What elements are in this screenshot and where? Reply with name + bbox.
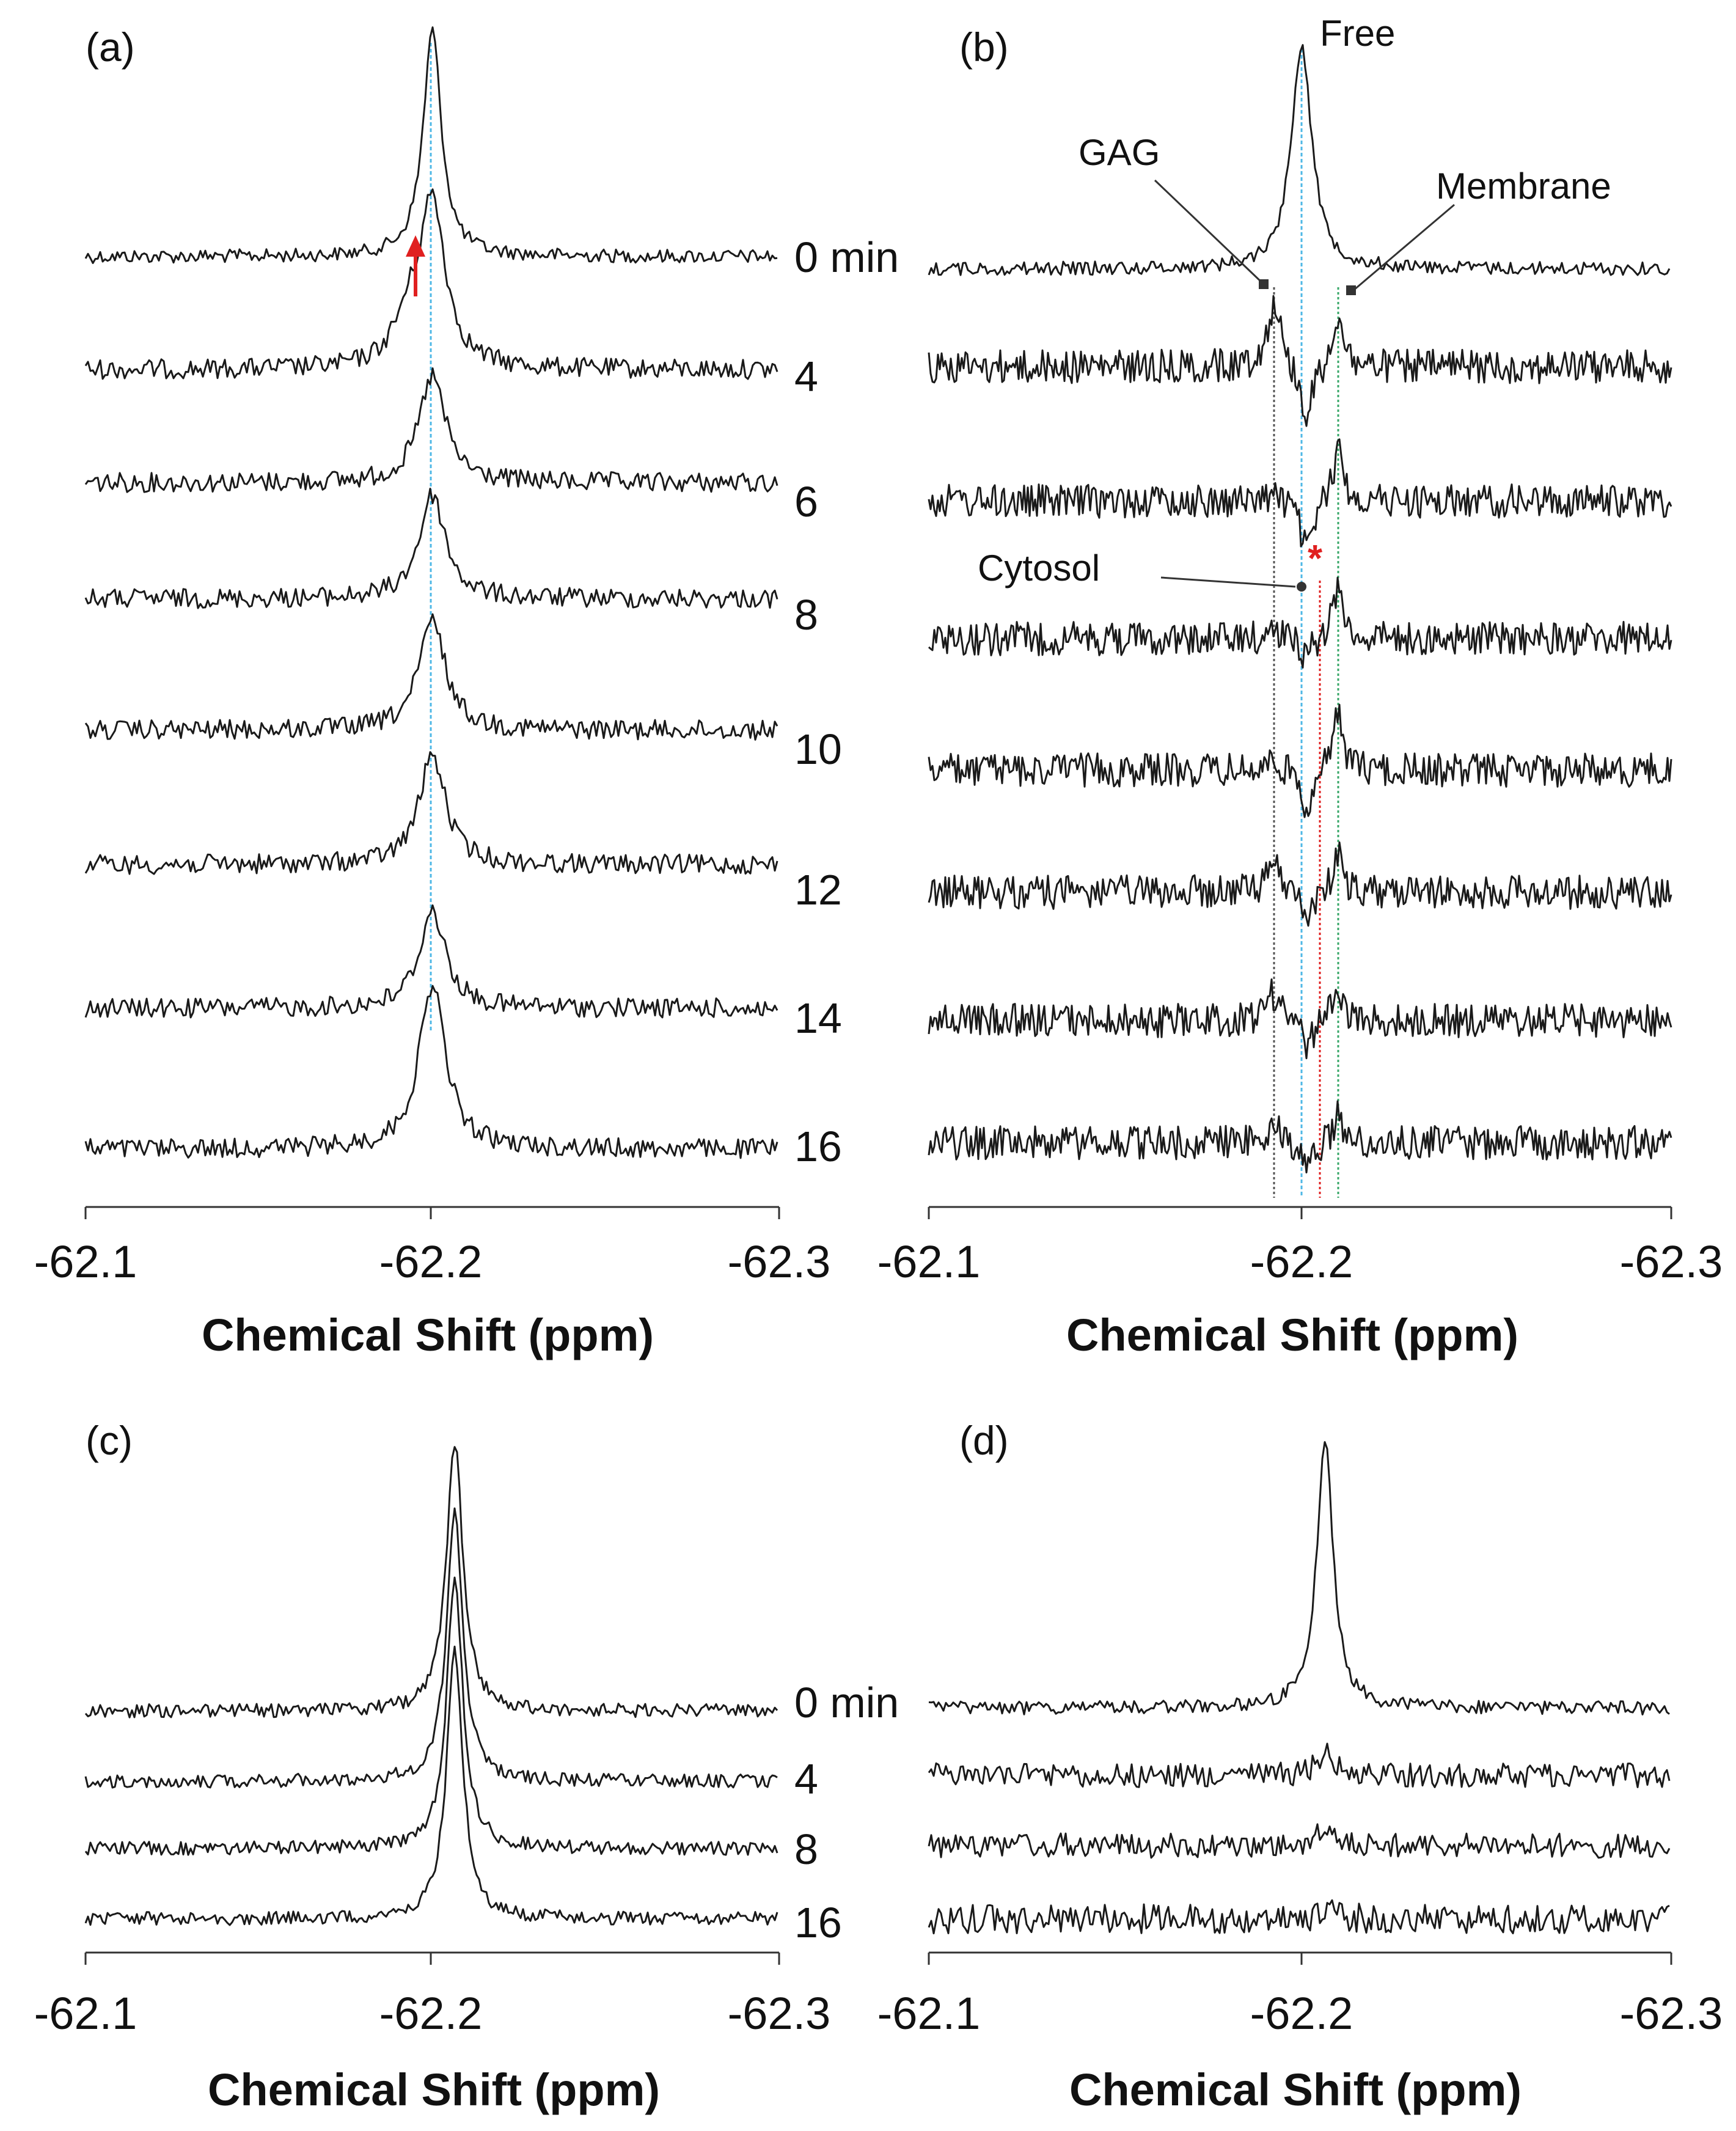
panel-b-free-label: Free [1320, 13, 1395, 54]
panel-d-traces [928, 1441, 1671, 1935]
panel-c-spectrum-trace [84, 1446, 778, 1718]
panel-a-time-label: 4 [794, 353, 818, 400]
panel-b-gag-pointer [1154, 179, 1265, 285]
panel-b-difference-trace [928, 841, 1672, 927]
panel-b-traces [928, 44, 1672, 1174]
panel-a-spectrum-trace [84, 188, 778, 380]
panel-a-spectrum-trace [84, 26, 778, 264]
panel-c-tick-label: -62.1 [34, 1988, 137, 2039]
panel-c-spectrum-trace [84, 1507, 778, 1789]
panel-a-time-label: 14 [794, 994, 842, 1042]
panel-a-spectrum-trace [84, 751, 778, 875]
panel-b-tick-label: -62.1 [877, 1236, 981, 1287]
panel-a-tick-label: -62.1 [34, 1236, 137, 1287]
panel-b-cytosol-pointer-end [1297, 582, 1306, 592]
panel-c-time-label: 8 [794, 1825, 818, 1873]
panel-a-time-label: 16 [794, 1123, 842, 1170]
panel-c-letter: (c) [86, 1418, 133, 1463]
panel-d-spectrum-trace [928, 1742, 1671, 1788]
panel-d: (d) -62.1 -62.2 -62.3 Chemical Shift (pp… [877, 1418, 1723, 2115]
panel-b-difference-trace [928, 576, 1672, 669]
panel-b-difference-trace [928, 1100, 1672, 1174]
panel-b-gag-pointer-end [1259, 279, 1269, 289]
panel-d-spectrum-trace [928, 1823, 1671, 1859]
panel-b-cytosol-pointer [1160, 576, 1296, 588]
panel-a-time-label: 6 [794, 478, 818, 526]
panel-b-gag-label: GAG [1079, 132, 1160, 173]
panel-b-letter: (b) [959, 24, 1009, 70]
panel-b-membrane-pointer-end [1346, 285, 1356, 295]
panel-c-x-axis: -62.1 -62.2 -62.3 Chemical Shift (ppm) [34, 1951, 831, 2115]
panel-c: (c) 0 min 4 8 16 -62.1 -62.2 -62.3 Chemi… [34, 1418, 899, 2115]
panel-c-traces [84, 1446, 778, 1926]
panel-d-letter: (d) [959, 1418, 1009, 1463]
panel-a-arrow-head [406, 235, 425, 257]
panel-c-time-label: 0 min [794, 1679, 899, 1726]
panel-b-tick-label: -62.3 [1620, 1236, 1723, 1287]
panel-a-time-label: 8 [794, 591, 818, 639]
panel-d-tick-label: -62.1 [877, 1988, 981, 2039]
panel-b-difference-trace [928, 438, 1672, 548]
panel-c-tick-label: -62.2 [379, 1988, 483, 2039]
panel-b-tick-label: -62.2 [1250, 1236, 1353, 1287]
panel-c-spectrum-trace [84, 1576, 778, 1856]
panel-d-tick-label: -62.3 [1620, 1988, 1723, 2039]
panel-a-spectrum-trace [84, 367, 778, 493]
panel-d-x-axis: -62.1 -62.2 -62.3 Chemical Shift (ppm) [877, 1951, 1723, 2115]
panel-c-spectrum-trace [84, 1645, 778, 1926]
panel-b-difference-trace [928, 703, 1672, 818]
panel-b-reference-trace [928, 44, 1671, 276]
panel-a-traces [84, 26, 778, 1159]
panel-b-cytosol-star: * [1308, 538, 1323, 580]
panel-d-tick-label: -62.2 [1250, 1988, 1353, 2039]
panel-a-time-label: 12 [794, 866, 842, 914]
panel-c-tick-label: -62.3 [728, 1988, 831, 2039]
panel-a-tick-label: -62.2 [379, 1236, 483, 1287]
panel-b-membrane-label: Membrane [1436, 166, 1611, 207]
panel-b-difference-trace [928, 295, 1672, 427]
panel-a: (a) 0 min 4 6 8 10 12 14 16 -62.1 -62.2 … [34, 24, 899, 1360]
panel-a-spectrum-trace [84, 904, 778, 1019]
panel-b-difference-trace [928, 978, 1672, 1060]
panel-c-time-label: 16 [794, 1899, 842, 1946]
panel-a-x-axis: -62.1 -62.2 -62.3 Chemical Shift (ppm) [34, 1206, 831, 1360]
panel-a-axis-title: Chemical Shift (ppm) [202, 1310, 654, 1360]
panel-a-spectrum-trace [84, 985, 778, 1159]
panel-a-spectrum-trace [84, 613, 778, 741]
panel-a-letter: (a) [86, 24, 135, 70]
panel-b-cytosol-label: Cytosol [978, 548, 1100, 589]
panel-d-axis-title: Chemical Shift (ppm) [1069, 2064, 1522, 2115]
panel-a-time-label: 10 [794, 725, 842, 773]
panel-c-time-label: 4 [794, 1755, 818, 1803]
panel-a-spectrum-trace [84, 488, 778, 609]
panel-a-time-label: 0 min [794, 233, 899, 281]
panel-b-membrane-pointer [1353, 204, 1455, 292]
panel-c-axis-title: Chemical Shift (ppm) [208, 2064, 660, 2115]
panel-b: (b) Free GAG Membrane Cytosol * -62.1 -6… [877, 13, 1723, 1360]
panel-d-spectrum-trace [928, 1441, 1670, 1715]
panel-d-spectrum-trace [928, 1899, 1670, 1935]
panel-a-tick-label: -62.3 [728, 1236, 831, 1287]
panel-a-arrow [406, 235, 425, 296]
panel-b-axis-title: Chemical Shift (ppm) [1066, 1310, 1518, 1360]
panel-b-x-axis: -62.1 -62.2 -62.3 Chemical Shift (ppm) [877, 1206, 1723, 1360]
